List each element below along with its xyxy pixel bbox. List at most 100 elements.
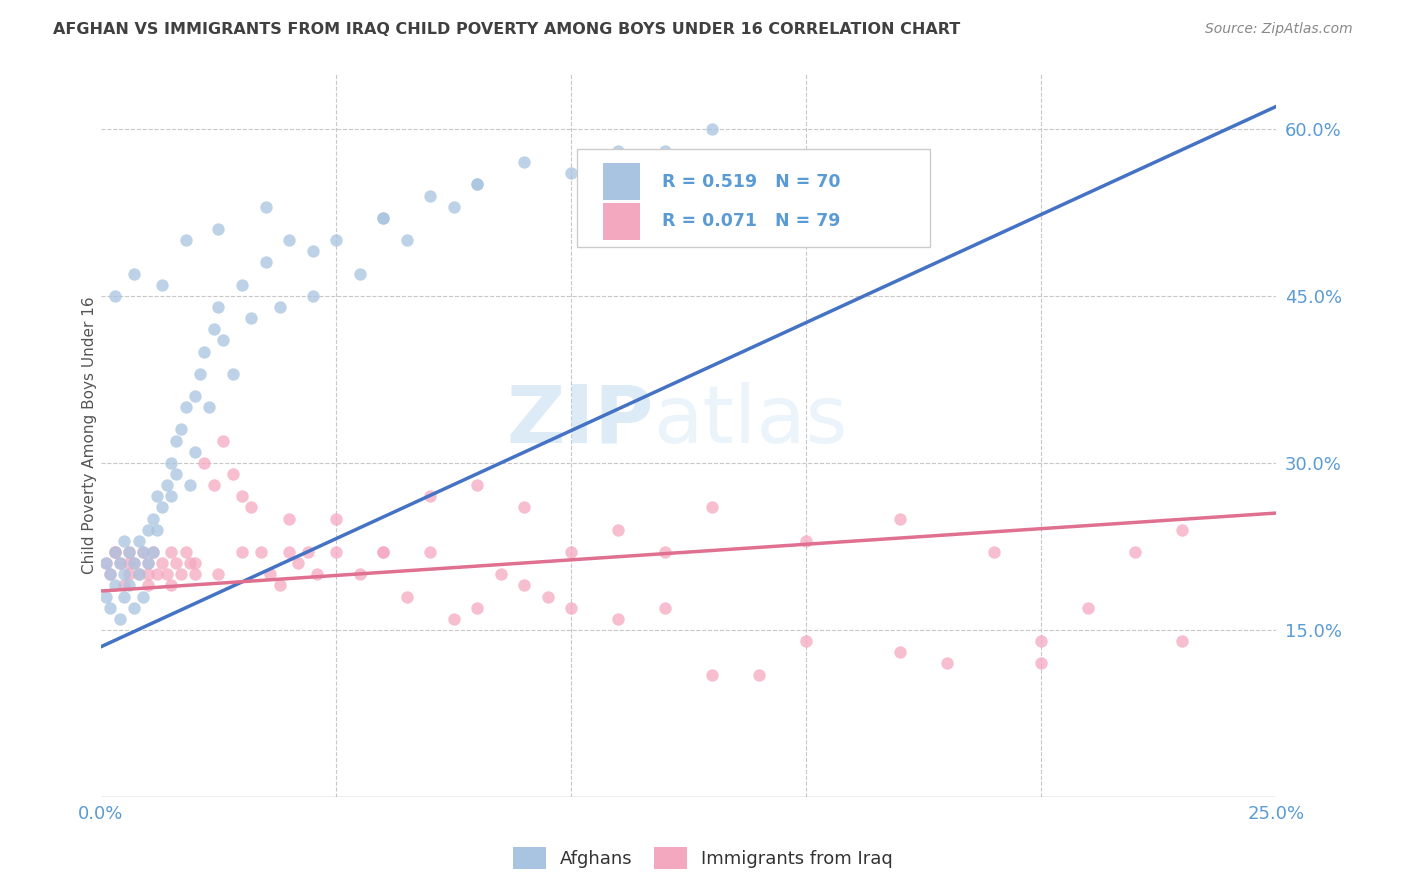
Point [560,166,582,180]
Point [513,500,536,515]
Point [349,267,371,281]
Point [165,434,187,448]
Point [118,578,141,592]
Point [465,478,488,492]
Point [889,645,911,659]
Point [118,556,141,570]
Point [114,578,136,592]
Point [702,121,724,136]
Point [150,556,173,570]
Point [146,489,169,503]
Point [212,334,235,348]
Point [132,590,155,604]
Point [513,578,536,592]
Point [142,545,165,559]
Point [212,434,235,448]
Point [489,567,512,582]
Point [536,590,558,604]
Point [1031,634,1053,648]
Point [748,667,770,681]
Point [325,545,347,559]
Point [371,545,394,559]
Point [794,533,817,548]
Point [174,401,197,415]
Point [132,545,155,559]
Point [142,545,165,559]
Point [118,545,141,559]
Point [278,511,301,525]
Point [249,545,271,559]
Point [136,523,159,537]
Point [136,578,159,592]
Point [654,545,676,559]
Point [136,567,159,582]
Point [221,467,243,481]
Point [128,567,150,582]
Point [165,467,187,481]
Point [654,144,676,158]
Text: AFGHAN VS IMMIGRANTS FROM IRAQ CHILD POVERTY AMONG BOYS UNDER 16 CORRELATION CHA: AFGHAN VS IMMIGRANTS FROM IRAQ CHILD POV… [53,22,960,37]
Point [254,255,277,269]
Point [1031,657,1053,671]
Point [702,500,724,515]
Point [371,211,394,225]
Point [114,533,136,548]
Point [240,500,263,515]
Point [465,178,488,192]
FancyBboxPatch shape [576,149,929,247]
Point [98,567,121,582]
Point [174,233,197,247]
Point [702,667,724,681]
Point [1171,634,1194,648]
Point [269,578,291,592]
Point [371,211,394,225]
Point [146,567,169,582]
Point [136,556,159,570]
Point [184,389,207,403]
Point [128,567,150,582]
Point [259,567,281,582]
Point [150,500,173,515]
Point [443,200,465,214]
Point [513,155,536,169]
Point [156,478,179,492]
Point [198,401,221,415]
Point [231,489,253,503]
Point [160,578,183,592]
Point [146,523,169,537]
Point [936,657,959,671]
Text: atlas: atlas [654,382,848,459]
Point [240,311,263,326]
Point [94,556,117,570]
Point [193,344,215,359]
Point [179,556,201,570]
Point [254,200,277,214]
Point [301,244,323,259]
Legend: Afghans, Immigrants from Iraq: Afghans, Immigrants from Iraq [503,838,903,879]
Point [108,556,131,570]
Point [207,222,229,236]
Point [607,144,630,158]
Point [179,478,201,492]
Bar [603,202,641,240]
Point [128,533,150,548]
Point [794,634,817,648]
Point [1123,545,1146,559]
Point [983,545,1005,559]
Point [1171,523,1194,537]
Point [174,545,197,559]
Point [170,422,193,436]
Point [607,523,630,537]
Point [395,590,418,604]
Point [122,267,145,281]
Point [98,567,121,582]
Point [160,489,183,503]
Point [132,545,155,559]
Point [301,289,323,303]
Point [160,456,183,470]
Text: R = 0.519   N = 70: R = 0.519 N = 70 [662,173,841,191]
Point [202,322,225,336]
Point [104,578,127,592]
Point [287,556,309,570]
Point [465,178,488,192]
